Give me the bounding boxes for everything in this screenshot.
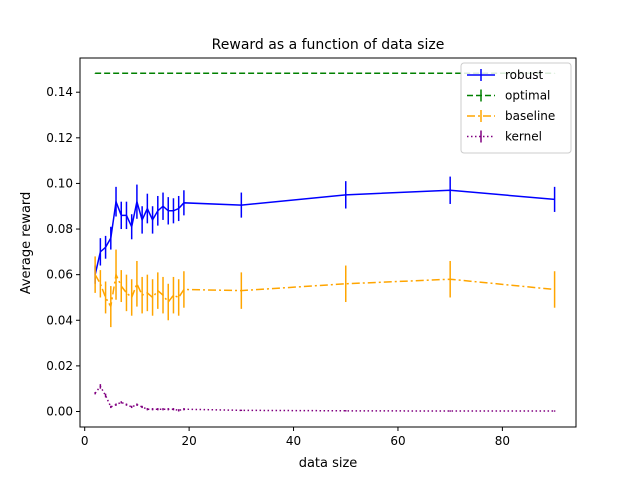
plot-frame xyxy=(79,57,577,428)
baseline-line xyxy=(94,272,555,309)
y-tick-label: 0.02 xyxy=(46,359,73,373)
x-axis-label: data size xyxy=(299,456,358,471)
series-baseline xyxy=(94,249,556,328)
y-tick-label: 0.12 xyxy=(46,131,73,145)
legend-label: optimal xyxy=(505,89,550,103)
legend-label: robust xyxy=(505,68,543,82)
kernel-line xyxy=(94,385,555,412)
legend-item-robust: robust xyxy=(467,68,543,82)
legend-label: baseline xyxy=(505,109,555,123)
x-tick-label: 80 xyxy=(495,434,510,448)
legend-item-optimal: optimal xyxy=(467,89,550,103)
legend: robust optimal baseline kernel xyxy=(460,62,572,154)
x-tick-label: 40 xyxy=(286,434,301,448)
series-robust xyxy=(94,176,556,284)
y-tick-label: 0.08 xyxy=(46,222,73,236)
y-tick-label: 0.04 xyxy=(46,313,73,327)
x-axis-ticks: 0 20 40 60 80 xyxy=(81,427,510,448)
x-tick-label: 60 xyxy=(390,434,405,448)
y-tick-label: 0.14 xyxy=(46,85,73,99)
x-tick-label: 20 xyxy=(181,434,196,448)
legend-item-baseline: baseline xyxy=(467,109,555,123)
robust-line xyxy=(94,189,555,275)
legend-label: kernel xyxy=(505,130,542,144)
y-tick-label: 0.10 xyxy=(46,176,73,190)
legend-item-kernel: kernel xyxy=(467,130,542,144)
y-axis-label: Average reward xyxy=(19,192,34,295)
x-tick-label: 0 xyxy=(81,434,89,448)
chart-title: Reward as a function of data size xyxy=(212,37,445,53)
series-kernel xyxy=(94,384,556,412)
y-tick-label: 0.06 xyxy=(46,268,73,282)
y-tick-label: 0.00 xyxy=(46,404,73,418)
legend-box xyxy=(460,62,572,154)
y-axis-ticks: 0.00 0.02 0.04 0.06 0.08 0.10 0.12 0.14 xyxy=(46,85,80,418)
